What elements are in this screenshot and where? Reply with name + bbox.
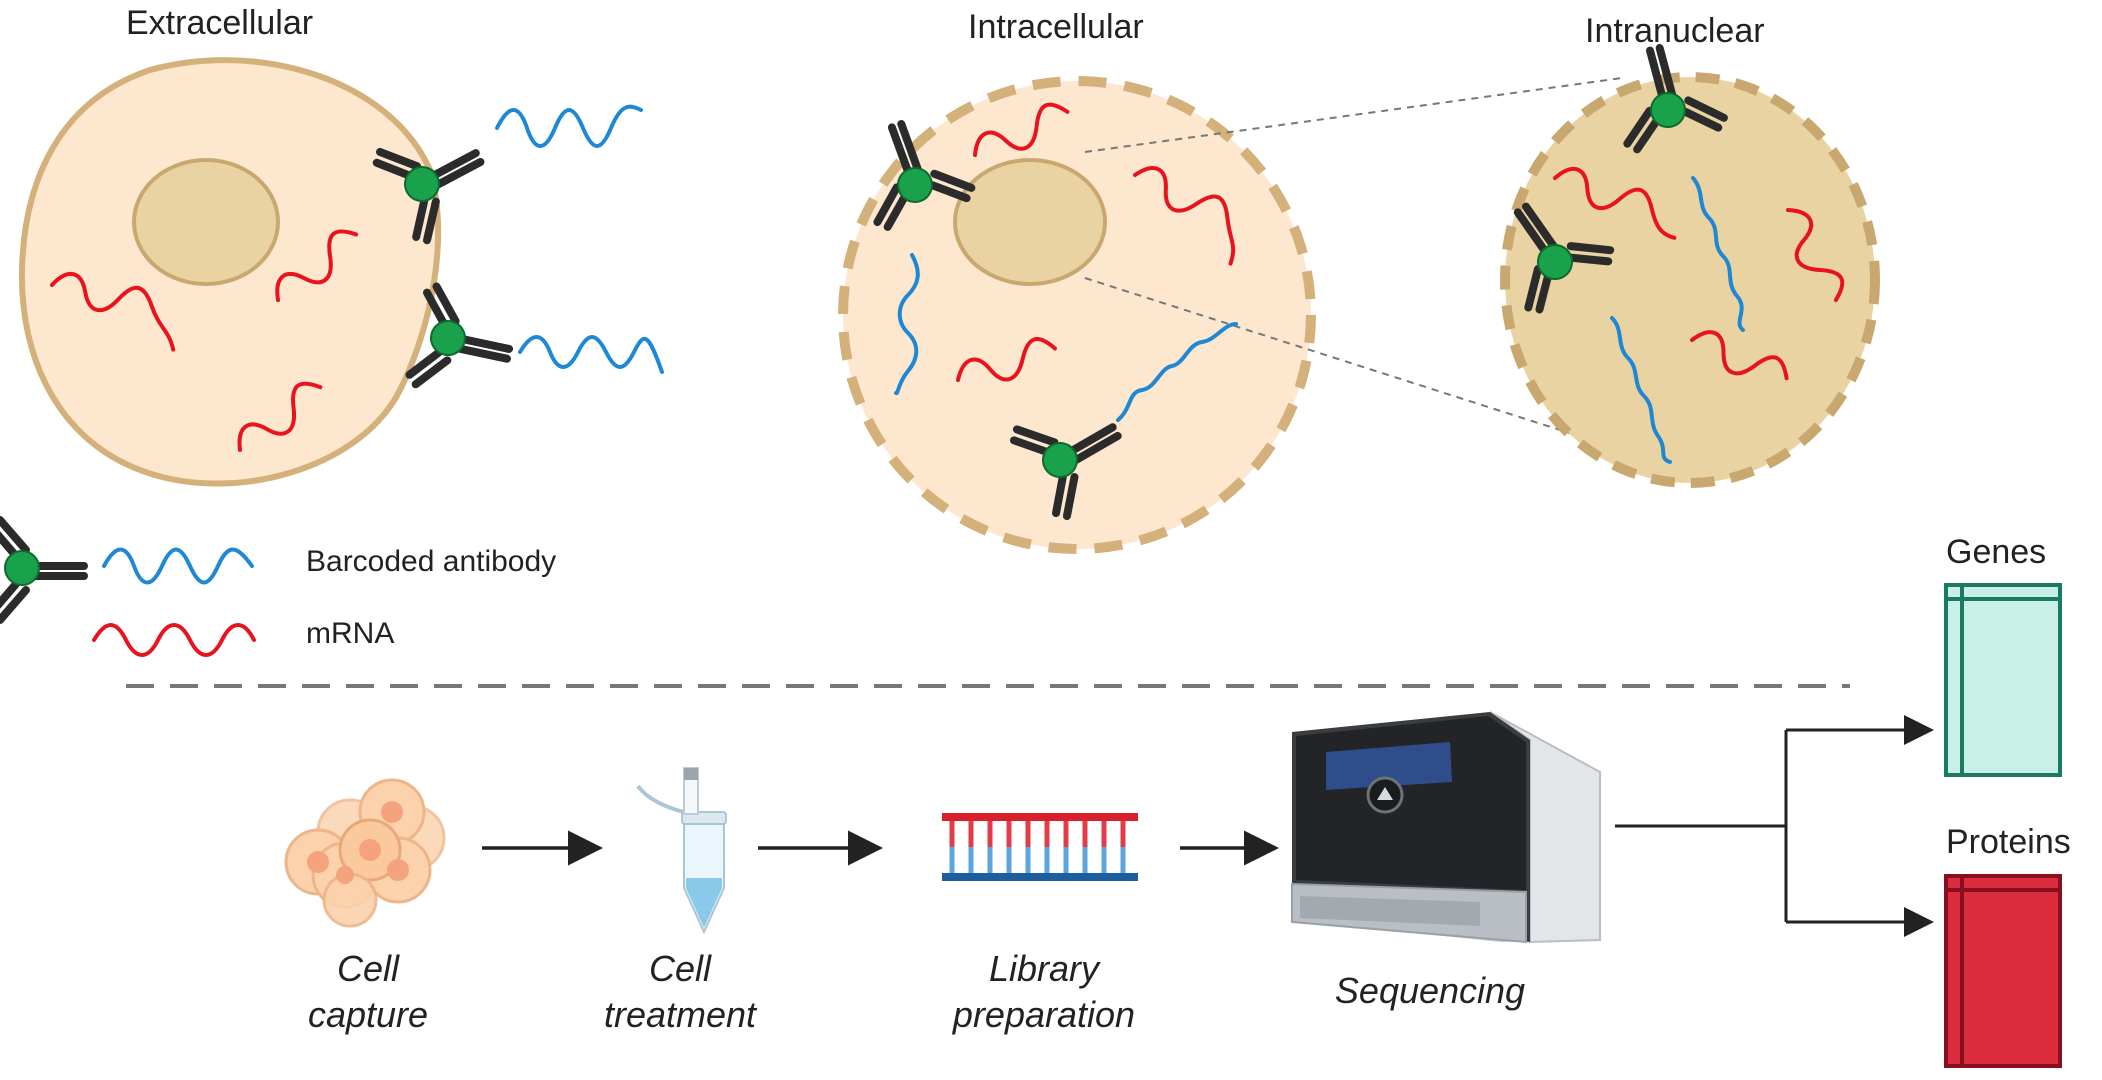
nucleus xyxy=(132,158,280,286)
intranuclear-nucleus xyxy=(1480,37,1880,488)
step-cell-treatment: Cell treatment xyxy=(560,946,800,1038)
legend-antibody-icon xyxy=(0,520,84,620)
genes-label: Genes xyxy=(1946,533,2047,571)
step-line1: Sequencing xyxy=(1334,970,1526,1011)
nucleus xyxy=(953,158,1107,286)
extracellular-title: Extracellular xyxy=(126,4,314,42)
legend-barcode-icon xyxy=(102,547,254,585)
step-line1: Cell xyxy=(648,948,711,989)
intranuclear-title: Intranuclear xyxy=(1585,12,1765,50)
step-line2: capture xyxy=(307,994,429,1035)
step-cell-capture: Cell capture xyxy=(268,946,468,1038)
barcode-strand xyxy=(1116,322,1238,422)
barcode-strand xyxy=(495,104,643,148)
legend-antibody-label: Barcoded antibody xyxy=(306,545,557,578)
sequencer-icon xyxy=(1291,711,1601,944)
step-line1: Cell xyxy=(336,948,399,989)
tube-icon xyxy=(636,767,727,935)
step-sequencing: Sequencing xyxy=(1300,968,1560,1014)
dna-library-icon xyxy=(942,813,1138,881)
legend-mrna-label: mRNA xyxy=(306,617,395,650)
intracellular-title: Intracellular xyxy=(968,8,1144,46)
legend xyxy=(0,520,256,657)
permeabilized-nucleus xyxy=(1500,72,1880,488)
genes-matrix-icon xyxy=(1944,583,2062,777)
step-line2: preparation xyxy=(952,994,1136,1035)
step-line1: Library xyxy=(988,948,1100,989)
mrna-strands xyxy=(1553,166,1845,381)
barcode-strand xyxy=(1691,176,1745,332)
barcode-strand xyxy=(894,253,920,396)
step-library-preparation: Library preparation xyxy=(904,946,1184,1038)
legend-mrna-icon xyxy=(92,623,256,657)
cell-cluster-icon xyxy=(284,778,446,928)
extracellular-cell xyxy=(18,57,664,487)
intracellular-cell xyxy=(838,76,1623,554)
mrna-strands xyxy=(956,102,1236,382)
mrna-strands xyxy=(50,229,359,452)
zoom-line xyxy=(1084,277,1586,439)
step-line2: treatment xyxy=(603,994,757,1035)
proteins-matrix-icon xyxy=(1944,874,2062,1068)
output-branch xyxy=(1615,715,1934,937)
proteins-label: Proteins xyxy=(1946,823,2071,861)
barcode-strand xyxy=(1610,316,1672,464)
barcode-strand xyxy=(518,335,664,374)
